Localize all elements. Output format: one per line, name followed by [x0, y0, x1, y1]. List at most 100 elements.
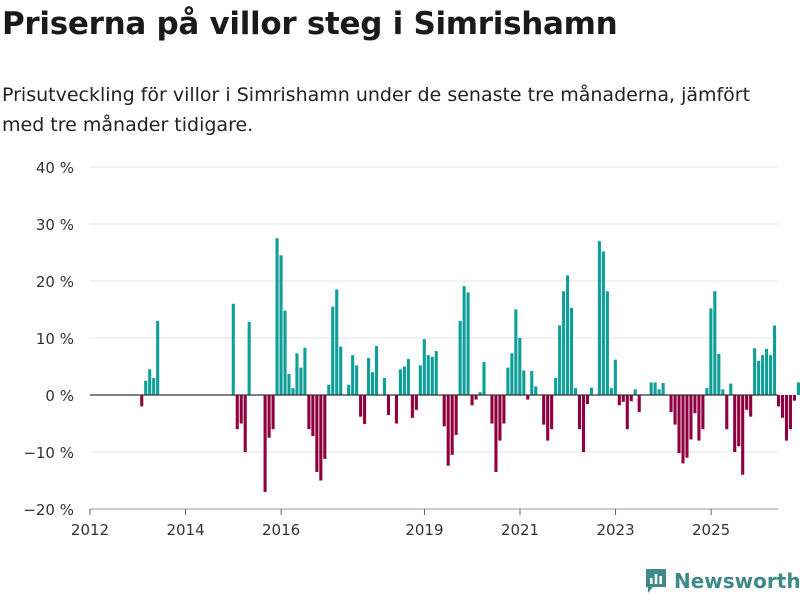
x-tick-label: 2019: [405, 521, 443, 539]
bar: [745, 395, 749, 410]
bar: [701, 395, 705, 430]
bar: [430, 356, 434, 395]
bar: [625, 395, 629, 430]
bar: [721, 389, 725, 395]
bar: [359, 395, 363, 417]
bar: [689, 395, 693, 440]
bar: [617, 395, 621, 406]
bar: [713, 291, 717, 395]
bar: [474, 395, 478, 400]
x-tick-label: 2021: [501, 521, 539, 539]
bar: [530, 371, 534, 395]
bar: [394, 395, 398, 424]
bar: [275, 238, 279, 395]
bar: [657, 389, 661, 395]
bar: [570, 307, 574, 395]
bar: [649, 382, 653, 395]
bar: [546, 395, 550, 441]
bar: [621, 395, 625, 402]
y-tick-label: 30 %: [36, 216, 74, 234]
bar: [780, 395, 785, 418]
bar: [351, 355, 355, 395]
bar: [796, 382, 800, 395]
bar: [526, 395, 530, 400]
x-tick-label: 2012: [71, 521, 109, 539]
bar: [725, 395, 729, 430]
bar: [339, 346, 343, 395]
bar: [498, 395, 502, 441]
bar: [422, 339, 426, 395]
bar: [685, 395, 689, 458]
bar: [140, 395, 144, 407]
bar: [247, 322, 251, 395]
bar: [243, 395, 247, 452]
bar: [235, 395, 239, 430]
x-tick-label: 2014: [166, 521, 204, 539]
bar: [331, 306, 335, 395]
bar: [792, 395, 796, 401]
y-axis-ticks: −20 % −10 % 0 % 10 % 20 % 30 % 40 %: [23, 159, 74, 519]
bar: [629, 395, 633, 402]
x-tick-label: 2016: [262, 521, 300, 539]
bar: [597, 241, 601, 395]
brand-logo[interactable]: Newsworthy: [644, 567, 800, 595]
bar: [402, 366, 406, 395]
bar: [434, 351, 438, 395]
bar: [581, 395, 586, 452]
bar: [303, 347, 307, 395]
bar: [562, 291, 566, 395]
bar: [319, 395, 323, 481]
bar: [737, 395, 741, 447]
gridlines: [90, 166, 778, 510]
bar: [347, 384, 351, 395]
bar: [601, 251, 605, 395]
bar: [729, 383, 733, 395]
bar: [450, 395, 454, 455]
bar: [490, 395, 494, 424]
bar: [534, 386, 538, 395]
chart-subtitle: Prisutveckling för villor i Simrishamn u…: [2, 84, 751, 136]
y-tick-label: 10 %: [36, 330, 74, 348]
bar: [554, 377, 558, 395]
bar: [761, 355, 765, 395]
bar: [156, 320, 160, 395]
bar: [589, 387, 594, 395]
bar: [494, 395, 498, 472]
y-tick-label: −20 %: [23, 501, 74, 519]
bar: [466, 292, 470, 395]
bar: [717, 353, 721, 395]
bar: [323, 395, 327, 459]
bar: [769, 355, 773, 395]
bar: [669, 395, 673, 413]
bar: [462, 286, 466, 395]
bar: [418, 365, 422, 395]
bar: [410, 395, 414, 418]
bar: [375, 345, 379, 395]
bar: [287, 373, 291, 395]
bar: [753, 348, 757, 395]
bar: [709, 308, 713, 395]
bar: [263, 395, 267, 492]
bar: [693, 395, 697, 414]
bar: [697, 395, 701, 441]
bar: [406, 359, 410, 395]
bar: [295, 353, 299, 395]
bar: [613, 359, 617, 395]
bar: [653, 382, 657, 395]
bar: [152, 377, 156, 395]
bar: [382, 377, 387, 395]
bar: [426, 355, 430, 395]
bar: [502, 395, 506, 424]
bar: [478, 392, 482, 395]
bar: [442, 395, 446, 427]
bar: [784, 395, 789, 441]
bar: [776, 395, 781, 407]
bar: [367, 357, 371, 395]
bar: [637, 395, 641, 413]
bar: [291, 388, 295, 395]
bar: [398, 369, 402, 395]
x-tick-label: 2025: [692, 521, 730, 539]
bar: [458, 320, 462, 395]
bar: [733, 395, 737, 452]
